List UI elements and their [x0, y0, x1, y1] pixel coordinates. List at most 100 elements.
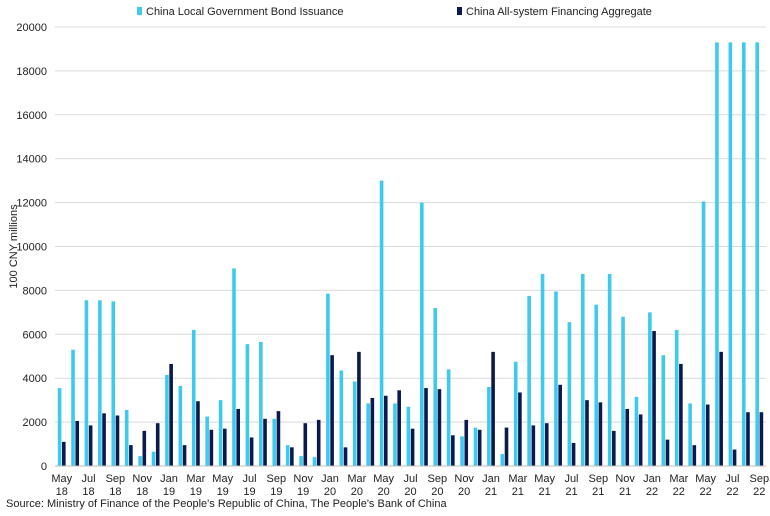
- x-tick-year: 20: [431, 486, 443, 498]
- bar-local-bond: [594, 304, 599, 466]
- x-tick-year: 22: [673, 486, 685, 498]
- bar-local-bond: [165, 374, 169, 466]
- bar-afa: [518, 392, 522, 466]
- bar-afa: [196, 401, 200, 466]
- x-tick-year: 18: [82, 486, 94, 498]
- bar-local-bond: [379, 180, 384, 466]
- bar-afa: [544, 423, 549, 466]
- x-tick-year: 21: [619, 486, 631, 498]
- bar-afa: [585, 400, 589, 466]
- bar-local-bond: [688, 403, 692, 466]
- bar-local-bond: [607, 273, 612, 466]
- gridlines: [55, 26, 766, 423]
- bar-afa: [732, 449, 737, 466]
- x-tick-year: 21: [485, 486, 497, 498]
- bar-local-bond: [393, 403, 397, 466]
- bar-afa: [638, 414, 643, 466]
- bar-local-bond: [178, 385, 183, 466]
- x-tick-month: Jul: [242, 473, 256, 485]
- y-tick-label: 0: [41, 461, 47, 473]
- y-axis-ticks: 0 2000 4000 6000 8000 10000 12000 14000 16000 180…: [16, 22, 47, 473]
- bar-local-bond: [621, 316, 625, 466]
- x-tick-month: Jan: [482, 473, 500, 485]
- bar-local-bond: [299, 456, 303, 466]
- bar-afa: [303, 423, 308, 466]
- bar-local-bond: [648, 312, 652, 466]
- y-tick-label: 18000: [16, 66, 47, 78]
- x-tick-year: 22: [753, 486, 765, 498]
- x-tick-month: May: [373, 473, 394, 485]
- y-tick-label: 16000: [16, 110, 47, 122]
- bar-afa: [290, 447, 294, 466]
- x-tick-month: Sep: [750, 473, 770, 485]
- bar-afa: [102, 413, 106, 466]
- x-tick-year: 20: [324, 486, 336, 498]
- bar-local-bond: [205, 416, 209, 466]
- x-tick-year: 22: [646, 486, 658, 498]
- bar-local-bond: [232, 268, 236, 466]
- bar-afa: [129, 445, 133, 466]
- bar-local-bond: [57, 388, 62, 466]
- x-tick-month: Nov: [615, 473, 635, 485]
- bar-afa: [759, 412, 764, 466]
- x-tick-year: 20: [458, 486, 470, 498]
- bar-local-bond: [513, 361, 518, 466]
- y-tick-label: 10000: [16, 242, 47, 254]
- bar-afa: [276, 411, 281, 466]
- bar-local-bond: [259, 341, 263, 466]
- x-tick-year: 19: [243, 486, 255, 498]
- bar-afa: [665, 439, 670, 466]
- x-tick-month: May: [212, 473, 233, 485]
- x-tick-month: Jul: [403, 473, 417, 485]
- bar-afa: [155, 423, 160, 466]
- x-tick-year: 18: [56, 486, 68, 498]
- bar-afa: [679, 363, 683, 466]
- bar-afa: [477, 429, 482, 466]
- y-tick-label: 8000: [23, 285, 47, 297]
- bar-afa: [330, 355, 334, 466]
- legend-label-local-bond: China Local Government Bond Issuance: [146, 6, 344, 18]
- bar-afa: [169, 363, 173, 466]
- x-tick-month: Sep: [589, 473, 609, 485]
- bar-afa: [236, 408, 241, 466]
- x-tick-month: May: [534, 473, 555, 485]
- x-tick-year: 19: [190, 486, 202, 498]
- y-axis-label: 100 CNY millions: [8, 204, 20, 289]
- legend-label-afa: China All-system Financing Aggregate: [466, 6, 652, 18]
- bar-afa: [410, 428, 415, 466]
- x-tick-year: 19: [217, 486, 229, 498]
- bar-afa: [652, 331, 656, 466]
- bar-local-bond: [741, 42, 746, 467]
- x-tick-month: Nov: [132, 473, 152, 485]
- bar-afa: [316, 419, 321, 466]
- bar-local-bond: [245, 344, 250, 466]
- bar-afa: [357, 351, 361, 466]
- bar-afa: [464, 419, 469, 466]
- bar-local-bond: [151, 451, 156, 466]
- x-tick-month: Jan: [321, 473, 339, 485]
- bar-local-bond: [446, 369, 451, 466]
- bar-local-bond: [111, 301, 116, 466]
- y-tick-label: 12000: [16, 198, 47, 210]
- bar-local-bond: [420, 202, 424, 466]
- bar-local-bond: [460, 436, 464, 466]
- y-tick-label: 2000: [23, 417, 47, 429]
- x-tick-year: 19: [163, 486, 175, 498]
- bar-afa: [625, 408, 630, 466]
- bar-afa: [598, 402, 603, 466]
- bar-afa: [209, 429, 214, 466]
- legend: China Local Government Bond Issuance Chi…: [137, 6, 652, 18]
- bar-local-bond: [352, 381, 357, 466]
- x-tick-month: Mar: [508, 473, 527, 485]
- x-axis-ticks: May18Jul18Sep18Nov18Jan19Mar19May19Jul19…: [51, 473, 769, 498]
- bar-afa: [531, 425, 536, 466]
- bar-afa: [182, 445, 187, 466]
- bar-local-bond: [487, 386, 491, 466]
- bar-afa: [263, 418, 267, 466]
- x-tick-month: Sep: [267, 473, 287, 485]
- x-tick-month: Jan: [160, 473, 178, 485]
- bar-local-bond: [98, 300, 102, 466]
- bar-local-bond: [701, 201, 706, 466]
- bar-afa: [705, 404, 710, 466]
